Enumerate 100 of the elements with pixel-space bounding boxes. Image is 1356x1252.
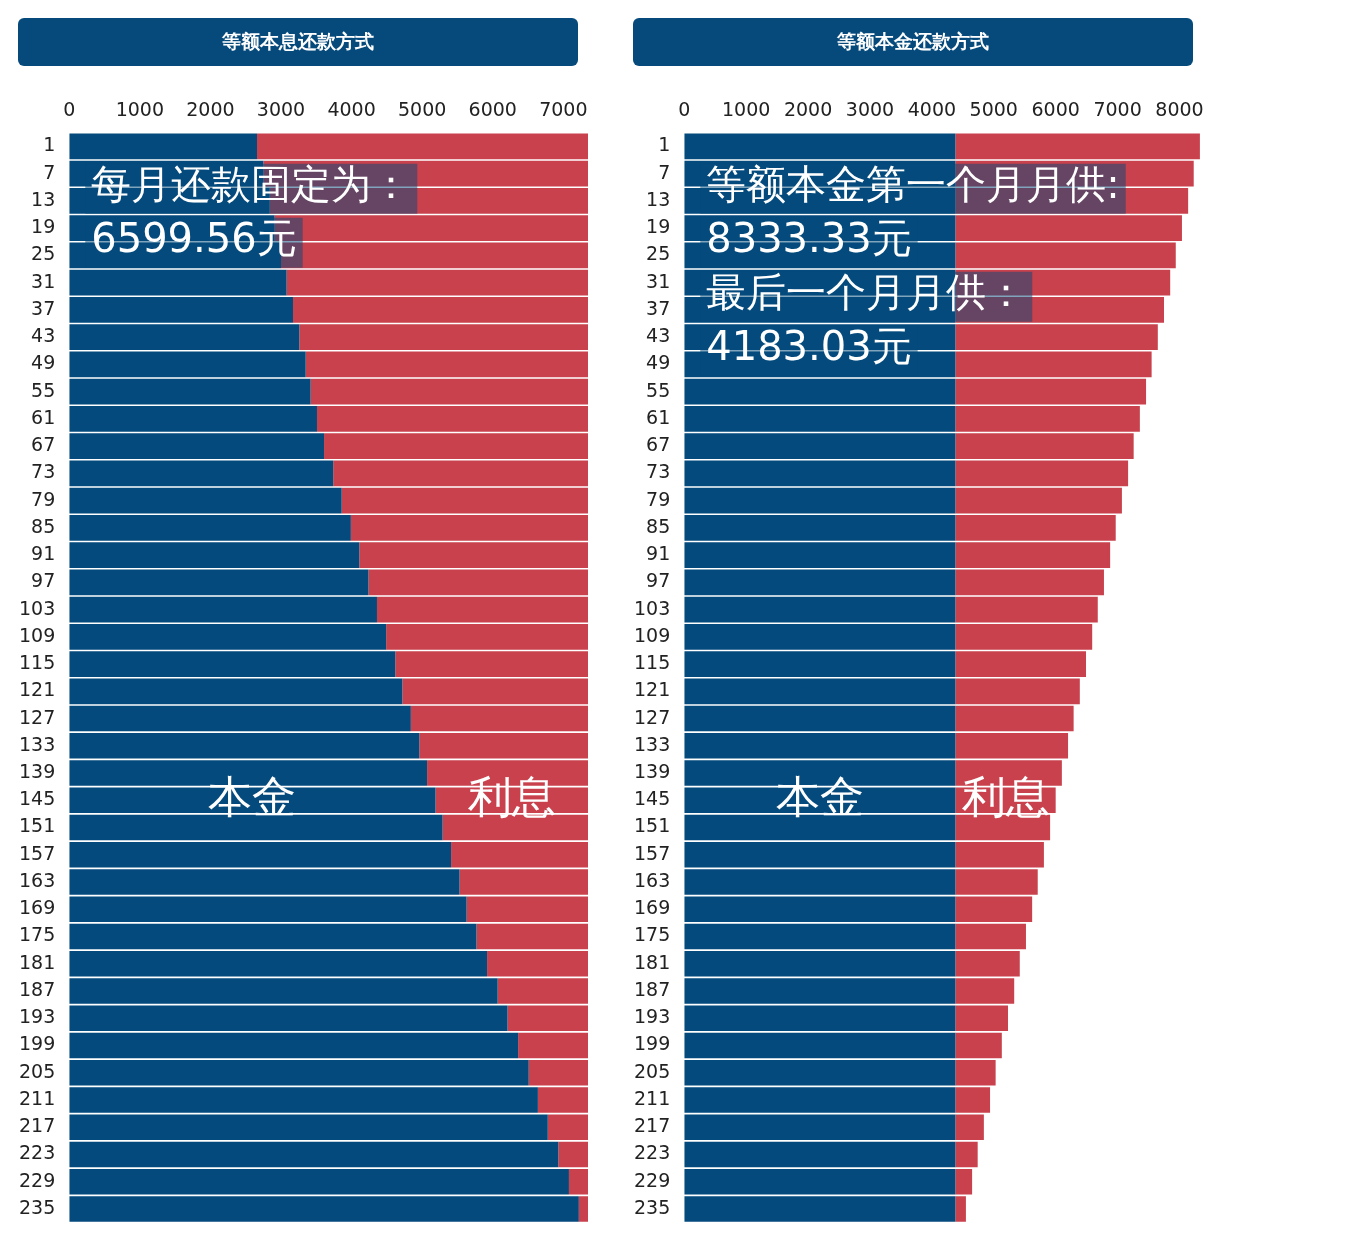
y-tick-label: 61 xyxy=(646,405,671,428)
y-tick-label: 223 xyxy=(634,1141,671,1164)
bar xyxy=(955,678,1080,705)
bar xyxy=(955,133,1200,160)
bar xyxy=(305,351,588,378)
y-tick-label: 217 xyxy=(634,1114,671,1137)
chart-title: 等额本金还款方式 xyxy=(633,18,1193,66)
bar xyxy=(402,678,588,705)
y-tick-label: 193 xyxy=(19,1005,56,1028)
y-tick-label: 169 xyxy=(19,896,56,919)
y-tick-label: 139 xyxy=(634,759,671,782)
y-tick-label: 103 xyxy=(19,596,56,619)
y-tick-label: 223 xyxy=(19,1141,56,1164)
x-tick-label: 5000 xyxy=(397,98,447,121)
x-tick-label: 0 xyxy=(678,98,691,121)
y-tick-label: 43 xyxy=(31,324,56,347)
y-tick-label: 133 xyxy=(634,732,671,755)
y-tick-label: 187 xyxy=(19,977,56,1000)
bar xyxy=(368,569,588,596)
bar xyxy=(955,1032,1002,1059)
bar xyxy=(69,460,334,487)
bar xyxy=(955,351,1152,378)
y-tick-label: 121 xyxy=(19,678,56,701)
bar xyxy=(684,569,956,596)
y-tick-label: 49 xyxy=(646,351,671,374)
y-tick-label: 157 xyxy=(634,841,671,864)
y-tick-label: 73 xyxy=(31,460,56,483)
y-tick-label: 79 xyxy=(646,487,671,510)
y-tick-label: 19 xyxy=(646,215,671,238)
bar xyxy=(955,705,1074,732)
annotation: 等额本金第一个月月供: 8333.33元 xyxy=(706,161,1120,262)
bar xyxy=(955,596,1098,623)
y-tick-label: 7 xyxy=(658,160,671,183)
y-tick-label: 217 xyxy=(19,1114,56,1137)
y-tick-label: 97 xyxy=(31,569,56,592)
annotation: 每月还款固定为： 6599.56元 xyxy=(91,161,412,262)
x-tick-label: 2000 xyxy=(186,98,235,121)
y-tick-label: 115 xyxy=(634,651,671,674)
y-tick-label: 49 xyxy=(31,351,56,374)
y-tick-label: 199 xyxy=(634,1032,671,1055)
y-tick-label: 121 xyxy=(634,678,671,701)
y-tick-label: 31 xyxy=(646,269,671,292)
y-tick-label: 25 xyxy=(31,242,56,265)
y-tick-label: 163 xyxy=(19,868,56,891)
series-label: 利息 xyxy=(961,770,1050,822)
y-tick-label: 19 xyxy=(31,215,56,238)
x-tick-label: 7000 xyxy=(539,98,588,121)
bar xyxy=(955,1141,978,1168)
bar xyxy=(69,705,411,732)
bar xyxy=(518,1032,588,1059)
bar xyxy=(684,705,956,732)
bar xyxy=(69,133,257,160)
y-tick-label: 13 xyxy=(31,187,56,210)
bar xyxy=(69,351,306,378)
y-tick-label: 211 xyxy=(634,1086,671,1109)
bar xyxy=(955,569,1104,596)
bar xyxy=(69,596,377,623)
x-tick-label: 3000 xyxy=(256,98,306,121)
y-tick-label: 157 xyxy=(19,841,56,864)
x-tick-label: 8000 xyxy=(1155,98,1204,121)
y-tick-label: 25 xyxy=(646,242,671,265)
bar xyxy=(684,596,956,623)
x-tick-label: 6000 xyxy=(468,98,517,121)
bar xyxy=(684,678,956,705)
y-tick-label: 37 xyxy=(31,296,56,319)
bar xyxy=(684,460,956,487)
bar xyxy=(410,705,588,732)
y-tick-label: 151 xyxy=(634,814,671,837)
chart-title: 等额本息还款方式 xyxy=(18,18,578,66)
y-tick-label: 211 xyxy=(19,1086,56,1109)
y-tick-label: 55 xyxy=(646,378,671,401)
y-tick-label: 181 xyxy=(19,950,56,973)
annotation: 最后一个月月供： 4183.03元 xyxy=(706,269,1027,370)
x-tick-label: 0 xyxy=(63,98,76,121)
y-tick-label: 67 xyxy=(31,433,56,456)
y-tick-label: 115 xyxy=(19,651,56,674)
y-tick-label: 127 xyxy=(634,705,671,728)
x-tick-label: 1000 xyxy=(115,98,165,121)
bar xyxy=(955,460,1129,487)
y-tick-label: 31 xyxy=(31,269,56,292)
y-tick-label: 13 xyxy=(646,187,671,210)
bar xyxy=(684,923,956,950)
y-tick-label: 169 xyxy=(634,896,671,919)
y-tick-label: 7 xyxy=(43,160,56,183)
bar xyxy=(257,133,588,160)
y-tick-label: 91 xyxy=(31,542,56,565)
y-tick-label: 61 xyxy=(31,405,56,428)
y-tick-label: 139 xyxy=(19,759,56,782)
x-tick-label: 1000 xyxy=(721,98,771,121)
y-tick-label: 151 xyxy=(19,814,56,837)
y-tick-label: 229 xyxy=(19,1168,56,1191)
bar xyxy=(376,596,588,623)
bar xyxy=(69,678,403,705)
bar xyxy=(955,487,1122,514)
y-tick-label: 109 xyxy=(634,623,671,646)
y-tick-label: 91 xyxy=(646,542,671,565)
x-tick-label: 2000 xyxy=(783,98,833,121)
bar xyxy=(69,378,311,405)
bar xyxy=(684,1032,956,1059)
y-tick-label: 145 xyxy=(634,787,671,810)
